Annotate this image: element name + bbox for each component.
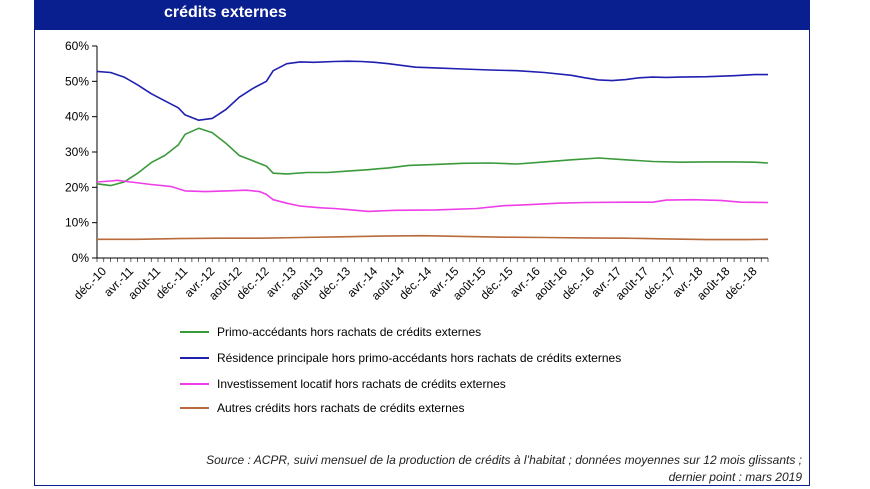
- source-line-1: Source : ACPR, suivi mensuel de la produ…: [206, 453, 802, 467]
- chart-header: crédits externes: [34, 0, 810, 30]
- legend-label: Primo-accédants hors rachats de crédits …: [217, 325, 482, 339]
- source-note: Source : ACPR, suivi mensuel de la produ…: [102, 452, 802, 486]
- y-tick-label: 10%: [65, 216, 89, 230]
- x-axis: déc.-10avr.-11août-11déc.-11avr.-12août-…: [71, 257, 769, 303]
- series-line-1: [96, 60, 768, 121]
- x-tick-label: déc.-10: [71, 264, 109, 302]
- legend-label: Investissement locatif hors rachats de c…: [217, 377, 506, 391]
- y-tick-label: 60%: [65, 39, 89, 53]
- y-tick-label: 40%: [65, 110, 89, 124]
- legend-swatch: [180, 331, 209, 333]
- legend-item-residence: Résidence principale hors primo-accédant…: [180, 351, 621, 365]
- legend-label: Résidence principale hors primo-accédant…: [217, 351, 622, 365]
- series-line-0: [96, 127, 769, 187]
- series-line-2: [96, 179, 769, 213]
- chart-title: crédits externes: [164, 4, 287, 21]
- y-tick-label: 0%: [72, 251, 90, 265]
- y-tick-label: 30%: [65, 145, 89, 159]
- y-tick-label: 20%: [65, 180, 89, 194]
- legend-item-autres: Autres crédits hors rachats de crédits e…: [180, 401, 464, 415]
- line-chart: 0% 10% 20% 30% 40% 50% 60% déc.-10avr.-11août-…: [65, 39, 769, 303]
- series-lines: [96, 60, 769, 241]
- y-tick-label: 50%: [65, 74, 89, 88]
- legend-item-investissement: Investissement locatif hors rachats de c…: [180, 377, 506, 391]
- series-line-3: [97, 234, 769, 241]
- legend-swatch: [180, 357, 209, 359]
- legend-swatch: [180, 407, 209, 409]
- legend-label: Autres crédits hors rachats de crédits e…: [217, 401, 465, 415]
- chart-frame: [34, 0, 810, 486]
- source-line-2: dernier point : mars 2019: [668, 470, 802, 484]
- y-axis: 0% 10% 20% 30% 40% 50% 60%: [65, 39, 98, 265]
- legend-swatch: [180, 383, 209, 385]
- legend-item-primo: Primo-accédants hors rachats de crédits …: [180, 325, 481, 339]
